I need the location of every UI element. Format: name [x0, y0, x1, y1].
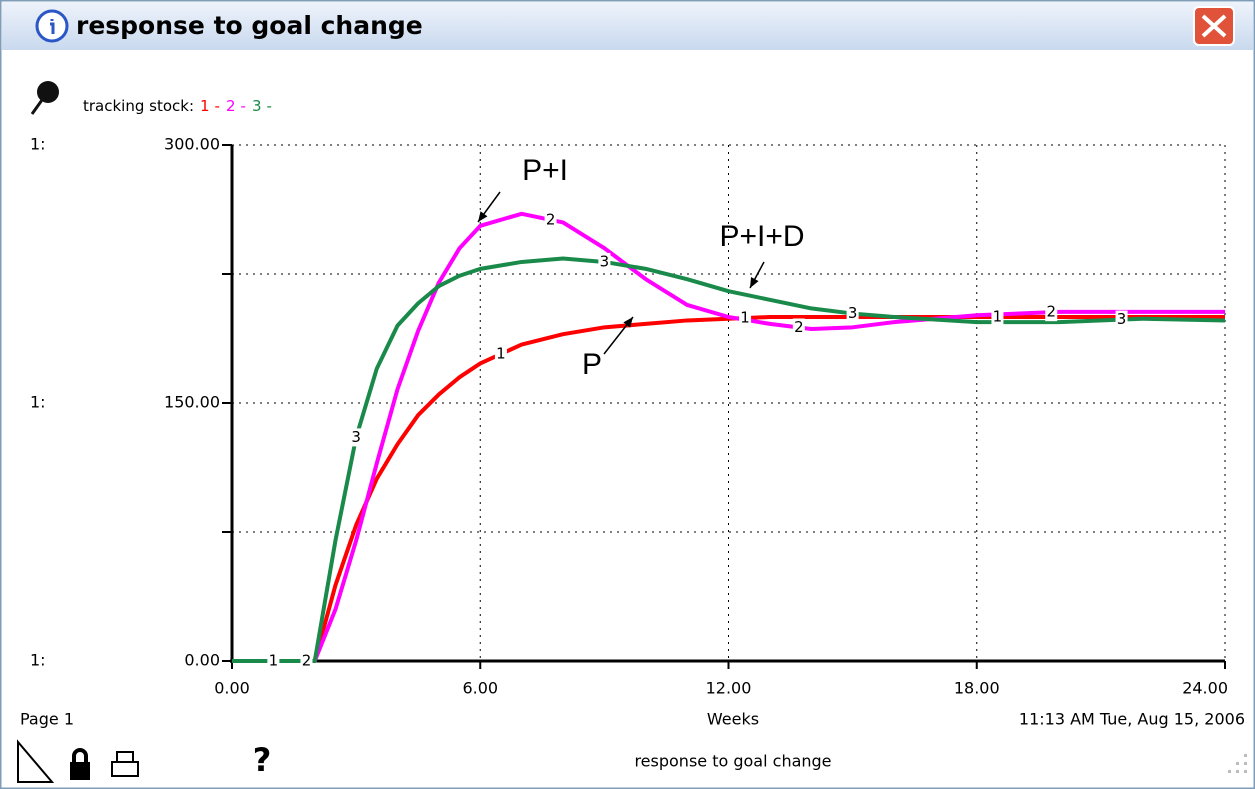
print-icon-paper	[116, 751, 134, 763]
close-glyph	[1201, 14, 1227, 38]
series-number: 3	[848, 304, 858, 322]
x-tick-label: 0.00	[214, 679, 250, 698]
page-label: Page 1	[20, 710, 74, 729]
series-number: 1	[269, 652, 279, 670]
series-number-bg	[1115, 310, 1128, 329]
y-tick-label: 300.00	[164, 135, 220, 154]
series-number-bg	[300, 652, 313, 670]
title-bar	[2, 2, 1253, 50]
resize-grip	[1228, 754, 1247, 773]
legend-title: tracking stock:	[83, 97, 194, 115]
series-number-bg	[846, 304, 859, 323]
series-number-bg	[350, 428, 363, 447]
legend-separator: -	[215, 97, 220, 115]
y-tick-label: 0.00	[184, 651, 220, 670]
series-number-bg	[1045, 303, 1058, 322]
footer-caption: response to goal change	[634, 752, 831, 771]
x-tick-label: 18.00	[954, 679, 1000, 698]
series-line	[232, 211, 1225, 663]
y-tick-label: 150.00	[164, 393, 220, 412]
annotation: P	[582, 348, 602, 381]
annotation-arrowhead	[750, 277, 759, 288]
legend-entry: 3	[252, 97, 262, 115]
legend-separator: -	[266, 97, 271, 115]
series-number: 1	[740, 309, 750, 327]
x-tick-label: 6.00	[462, 679, 498, 698]
window-title: response to goal change	[76, 11, 423, 40]
annotation-arrowhead	[478, 211, 488, 222]
annotation: P+I	[522, 154, 568, 187]
lock-shackle	[72, 748, 88, 762]
lock-icon[interactable]	[70, 762, 90, 780]
annotation-arrowhead	[623, 317, 633, 328]
series-number-bg	[739, 309, 752, 328]
info-icon-glyph	[50, 19, 55, 34]
axis-prefix: 1:	[30, 651, 46, 670]
pin-icon-needle	[30, 99, 44, 115]
legend-entry: 1	[200, 97, 210, 115]
x-axis-label: Weeks	[707, 710, 759, 729]
legend: tracking stock: 1-2-3-	[83, 97, 272, 115]
series-number-bg	[598, 252, 611, 271]
series-number-bg	[494, 344, 507, 363]
axis-prefix: 1:	[30, 393, 46, 412]
series-number-bg	[792, 318, 805, 337]
x-tick-label: 12.00	[706, 679, 752, 698]
series-number: 1	[993, 308, 1003, 326]
series-number: 3	[1117, 310, 1127, 328]
page-corner-icon[interactable]	[17, 739, 55, 783]
series-number-bg	[544, 210, 557, 229]
series-number: 1	[496, 344, 506, 362]
legend-separator: -	[241, 97, 246, 115]
series-number: 2	[794, 318, 804, 336]
series-number-bg	[991, 308, 1004, 326]
x-tick-label: 24.00	[1182, 679, 1228, 698]
series-number: 3	[600, 252, 610, 270]
help-button[interactable]: ?	[253, 741, 272, 779]
series-number: 3	[351, 428, 361, 446]
axis-prefix: 1:	[30, 135, 46, 154]
series-number: 2	[1046, 303, 1056, 321]
timestamp: 11:13 AM Tue, Aug 15, 2006	[1019, 710, 1245, 729]
annotation: P+I+D	[719, 220, 804, 253]
series-number-bg	[267, 652, 280, 670]
series-number: 2	[546, 210, 556, 228]
legend-entry: 2	[226, 97, 236, 115]
pin-icon[interactable]	[37, 81, 59, 103]
series-number: 2	[302, 652, 312, 670]
